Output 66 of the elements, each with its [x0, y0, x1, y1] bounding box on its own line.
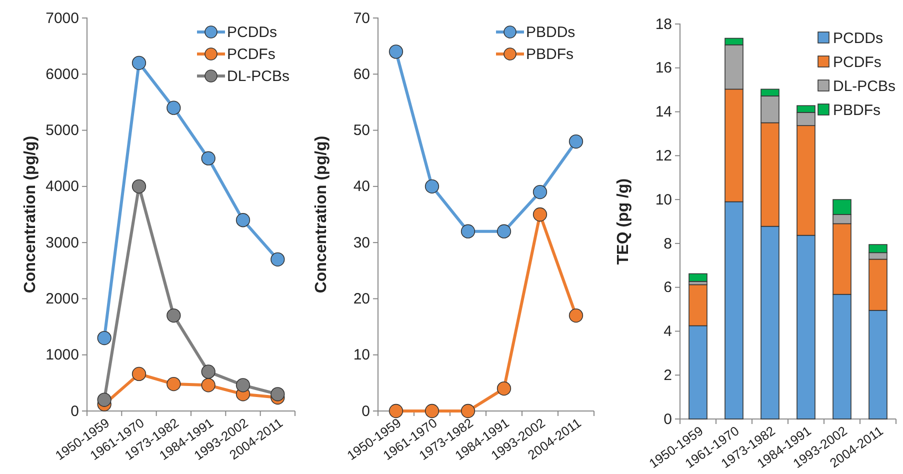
point [496, 381, 512, 396]
y-tick-label: 5000 [46, 122, 79, 140]
point [424, 404, 440, 418]
point [270, 252, 285, 266]
point [132, 179, 146, 194]
y-tick-label: 60 [353, 66, 370, 83]
y-tick-label: 2000 [46, 290, 79, 308]
y-tick-label: 7000 [46, 10, 79, 27]
point [532, 184, 548, 200]
y-tick-label: 8 [664, 235, 672, 252]
point [97, 330, 112, 346]
point [166, 376, 181, 392]
point [496, 224, 512, 238]
point [460, 404, 476, 418]
y-tick-label: 4000 [46, 178, 79, 196]
y-tick-label: 70 [353, 10, 370, 27]
y-axis-title: Concentration (pg/g) [22, 136, 39, 294]
point [568, 134, 584, 149]
point [424, 179, 440, 194]
y-tick-label: 10 [655, 191, 672, 208]
legend-label: PCDDs [833, 30, 884, 47]
point [201, 378, 216, 392]
y-tick-label: 16 [655, 60, 672, 77]
legend-label: DL-PCBs [833, 78, 896, 95]
bar [688, 273, 708, 282]
legend-label: DL-PCBs [227, 68, 290, 85]
y-axis-title: TEQ (pg /g) [615, 178, 632, 265]
y-tick-label: 10 [353, 346, 370, 364]
point [166, 100, 181, 115]
legend-label: PBDDs [526, 24, 576, 41]
y-axis-title: Concentration (pg/g) [313, 136, 330, 294]
legend-label: PBDFs [526, 46, 574, 63]
legend-label: PCDDs [227, 24, 278, 41]
point [97, 392, 112, 407]
point [532, 207, 548, 222]
y-tick-label: 50 [353, 122, 370, 140]
y-tick-label: 14 [655, 104, 672, 121]
point [270, 387, 285, 402]
y-tick-label: 2 [664, 366, 672, 384]
y-tick-label: 0 [362, 402, 370, 420]
point [132, 56, 146, 70]
point [388, 44, 404, 59]
legend-label: PBDFs [833, 102, 881, 119]
y-tick-label: 20 [353, 290, 370, 308]
legend-label: PCDFs [833, 54, 882, 71]
y-tick-label: 6000 [46, 66, 79, 83]
point [236, 213, 250, 228]
point [201, 364, 216, 379]
y-tick-label: 30 [353, 234, 370, 252]
point [132, 366, 146, 382]
point [236, 378, 250, 392]
y-tick-label: 6 [664, 279, 672, 296]
point [568, 308, 584, 323]
legend-label: PCDFs [227, 46, 276, 63]
y-tick-label: 18 [655, 16, 672, 33]
y-tick-label: 4 [664, 323, 672, 340]
point [201, 151, 216, 166]
point [166, 308, 181, 323]
point [460, 224, 476, 238]
point [388, 404, 404, 418]
y-tick-label: 3000 [46, 234, 79, 252]
y-tick-label: 0 [70, 402, 79, 420]
y-tick-label: 1000 [46, 346, 79, 364]
y-tick-label: 0 [664, 410, 672, 428]
y-tick-label: 40 [353, 178, 370, 196]
y-tick-label: 12 [655, 147, 672, 164]
